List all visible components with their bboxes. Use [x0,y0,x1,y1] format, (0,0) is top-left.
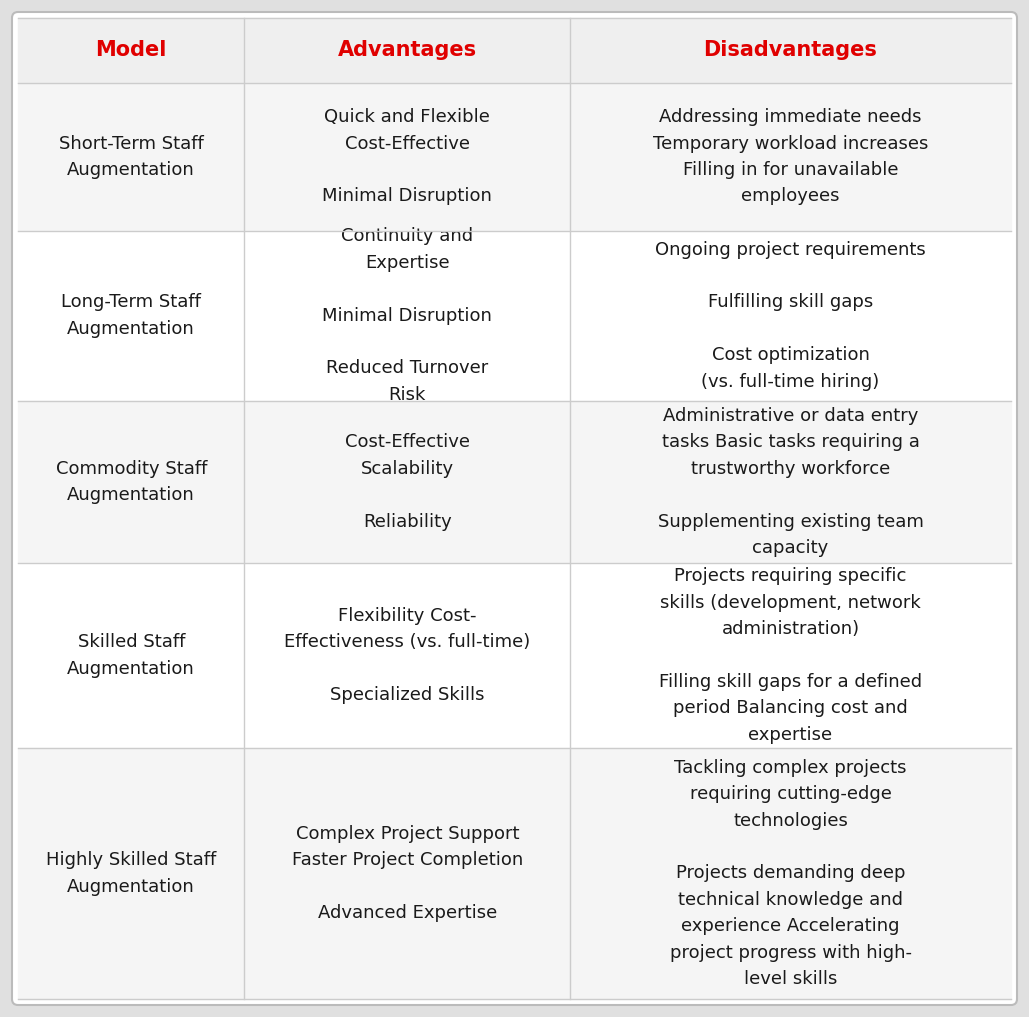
Text: Model: Model [96,41,167,60]
Text: Tackling complex projects
requiring cutting-edge
technologies

Projects demandin: Tackling complex projects requiring cutt… [670,759,912,989]
FancyBboxPatch shape [12,12,1017,1005]
Text: Continuity and
Expertise

Minimal Disruption

Reduced Turnover
Risk: Continuity and Expertise Minimal Disrupt… [322,228,492,404]
Text: Quick and Flexible
Cost-Effective

Minimal Disruption: Quick and Flexible Cost-Effective Minima… [322,108,492,205]
Text: Commodity Staff
Augmentation: Commodity Staff Augmentation [56,460,207,504]
Text: Projects requiring specific
skills (development, network
administration)

Fillin: Projects requiring specific skills (deve… [659,567,922,743]
Text: Ongoing project requirements

Fulfilling skill gaps

Cost optimization
(vs. full: Ongoing project requirements Fulfilling … [655,241,926,391]
Text: Highly Skilled Staff
Augmentation: Highly Skilled Staff Augmentation [46,851,216,896]
Text: Disadvantages: Disadvantages [704,41,878,60]
Text: Addressing immediate needs
Temporary workload increases
Filling in for unavailab: Addressing immediate needs Temporary wor… [652,108,928,205]
Text: Complex Project Support
Faster Project Completion

Advanced Expertise: Complex Project Support Faster Project C… [291,825,523,922]
Text: Administrative or data entry
tasks Basic tasks requiring a
trustworthy workforce: Administrative or data entry tasks Basic… [658,407,923,557]
Text: Long-Term Staff
Augmentation: Long-Term Staff Augmentation [62,294,201,338]
Text: Flexibility Cost-
Effectiveness (vs. full-time)

Specialized Skills: Flexibility Cost- Effectiveness (vs. ful… [284,607,530,704]
Text: Short-Term Staff
Augmentation: Short-Term Staff Augmentation [59,134,204,179]
Text: Skilled Staff
Augmentation: Skilled Staff Augmentation [67,634,196,677]
Text: Cost-Effective
Scalability

Reliability: Cost-Effective Scalability Reliability [345,433,470,531]
Text: Advantages: Advantages [338,41,476,60]
